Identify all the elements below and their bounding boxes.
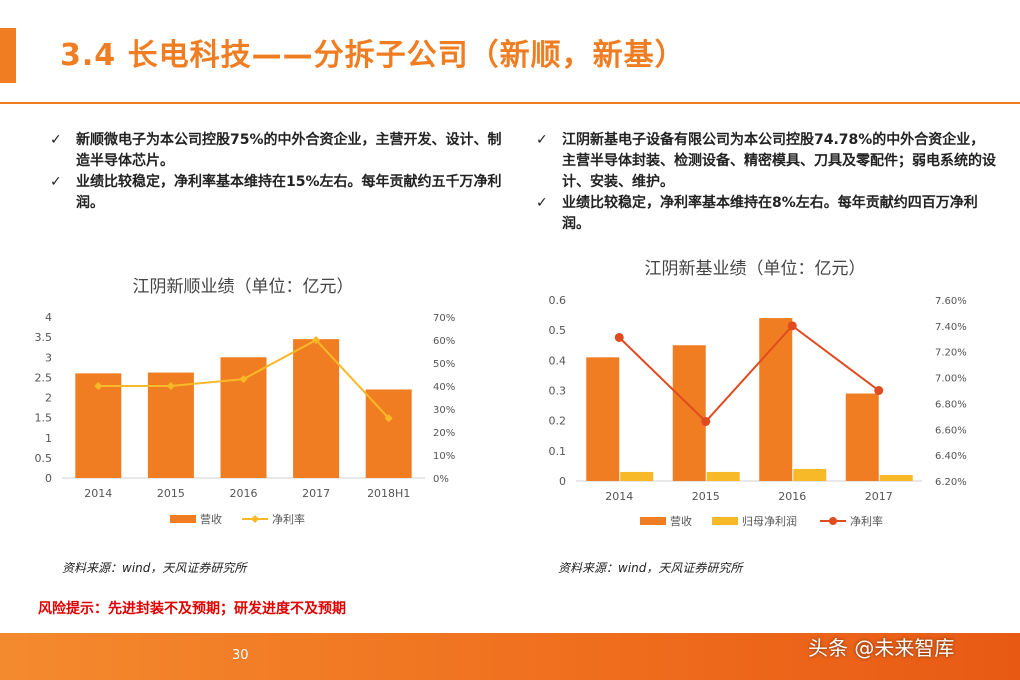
bar-营收 (75, 373, 122, 478)
check-icon: ✓ (536, 195, 548, 211)
x-tick-label: 2016 (230, 487, 258, 500)
right-chart-source: 资料来源：wind，天风证券研究所 (558, 561, 743, 575)
x-tick-label: 2018H1 (367, 487, 410, 500)
legend-label: 归母净利润 (742, 514, 797, 528)
x-tick-label: 2015 (692, 490, 720, 503)
y2-tick-label: 70% (433, 313, 455, 324)
watermark-label: 头条 @未来智库 (808, 636, 955, 660)
legend-swatch (170, 515, 196, 523)
y2-tick-label: 6.40% (935, 451, 967, 462)
point-净利率 (384, 414, 393, 423)
check-icon: ✓ (50, 132, 62, 148)
footer-bar (0, 633, 1020, 680)
check-icon: ✓ (50, 174, 62, 190)
bar-营收 (293, 339, 340, 478)
bar-营收 (672, 345, 706, 481)
y-tick-label: 2 (45, 392, 52, 405)
bullet-text: 业绩比较稳定，净利率基本维持在8%左右。每年贡献约四百万净利润。 (562, 195, 978, 232)
y-tick-label: 0.6 (549, 294, 567, 307)
x-tick-label: 2014 (84, 487, 112, 500)
y2-tick-label: 0% (433, 474, 449, 485)
right-bullet-list: ✓ 江阴新基电子设备有限公司为本公司控股74.78%的中外合资企业，主营半导体封… (536, 130, 996, 235)
legend-label: 营收 (200, 512, 222, 526)
list-item: ✓ 业绩比较稳定，净利率基本维持在8%左右。每年贡献约四百万净利润。 (536, 193, 996, 235)
bullet-text: 江阴新基电子设备有限公司为本公司控股74.78%的中外合资企业，主营半导体封装、… (562, 132, 996, 190)
y2-tick-label: 10% (433, 451, 455, 462)
y2-tick-label: 50% (433, 359, 455, 370)
y2-tick-label: 6.80% (935, 399, 967, 410)
bullet-text: 业绩比较稳定，净利率基本维持在15%左右。每年贡献约五千万净利润。 (76, 174, 502, 211)
y-tick-label: 0.1 (549, 445, 567, 458)
y-tick-label: 0.5 (35, 452, 53, 465)
y2-tick-label: 6.60% (935, 425, 967, 436)
legend-swatch (640, 517, 666, 525)
legend-swatch (712, 517, 738, 525)
point-净利率 (787, 321, 797, 331)
chart-title: 江阴新顺业绩（单位：亿元） (133, 277, 354, 297)
list-item: ✓ 业绩比较稳定，净利率基本维持在15%左右。每年贡献约五千万净利润。 (50, 172, 510, 214)
y-tick-label: 1 (45, 432, 52, 445)
legend-marker (251, 515, 259, 523)
y2-tick-label: 7.60% (935, 296, 967, 307)
legend-label: 净利率 (850, 514, 883, 528)
y-tick-label: 3.5 (35, 331, 53, 344)
line-净利率 (618, 324, 880, 423)
chart-title: 江阴新基业绩（单位：亿元） (645, 259, 866, 279)
page-title: 3.4 长电科技——分拆子公司（新顺，新基） (60, 38, 686, 73)
left-chart-source: 资料来源：wind，天风证券研究所 (62, 561, 247, 575)
point-净利率 (701, 417, 711, 427)
bar-归母净利润 (620, 471, 654, 481)
y2-tick-label: 40% (433, 382, 455, 393)
bar-营收 (586, 357, 620, 481)
bar-归母净利润 (706, 471, 740, 481)
title-accent-bar (0, 28, 16, 83)
bar-归母净利润 (879, 474, 913, 481)
x-tick-label: 2015 (157, 487, 185, 500)
x-tick-label: 2017 (865, 490, 893, 503)
x-tick-label: 2014 (605, 490, 633, 503)
y-tick-label: 1.5 (35, 412, 53, 425)
bar-营收 (365, 389, 412, 478)
x-tick-label: 2016 (778, 490, 806, 503)
y-tick-label: 0.5 (549, 324, 567, 337)
point-净利率 (312, 336, 321, 344)
y-tick-label: 0.4 (549, 354, 567, 367)
list-item: ✓ 新顺微电子为本公司控股75%的中外合资企业，主营开发、设计、制造半导体芯片。 (50, 130, 510, 172)
title-divider (0, 102, 1020, 104)
y-tick-label: 0.2 (549, 415, 567, 428)
y-tick-label: 0 (559, 475, 566, 488)
y2-tick-label: 7.00% (935, 374, 967, 385)
y2-tick-label: 6.20% (935, 477, 967, 488)
bar-营收 (759, 318, 793, 481)
y2-tick-label: 30% (433, 405, 455, 416)
bar-归母净利润 (793, 468, 827, 481)
y2-tick-label: 60% (433, 336, 455, 347)
x-tick-label: 2017 (302, 487, 330, 500)
bar-营收 (845, 393, 879, 481)
y2-tick-label: 20% (433, 428, 455, 439)
legend-label: 净利率 (272, 512, 305, 526)
y2-tick-label: 7.40% (935, 322, 967, 333)
bullet-text: 新顺微电子为本公司控股75%的中外合资企业，主营开发、设计、制造半导体芯片。 (76, 132, 502, 169)
legend-label: 营收 (670, 514, 692, 528)
left-bullet-list: ✓ 新顺微电子为本公司控股75%的中外合资企业，主营开发、设计、制造半导体芯片。… (50, 130, 510, 214)
y-tick-label: 0.3 (549, 385, 567, 398)
y-tick-label: 3 (45, 351, 52, 364)
risk-note: 风险提示：先进封装不及预期；研发进度不及预期 (38, 601, 346, 617)
check-icon: ✓ (536, 132, 548, 148)
y-tick-label: 0 (45, 472, 52, 485)
point-净利率 (239, 375, 248, 384)
point-净利率 (614, 332, 624, 342)
point-净利率 (166, 382, 175, 390)
list-item: ✓ 江阴新基电子设备有限公司为本公司控股74.78%的中外合资企业，主营半导体封… (536, 130, 996, 193)
y-tick-label: 2.5 (35, 371, 53, 384)
y-tick-label: 4 (45, 311, 52, 324)
legend-marker (829, 517, 837, 525)
point-净利率 (94, 382, 103, 390)
bar-营收 (147, 372, 194, 478)
point-净利率 (874, 386, 884, 395)
page-number: 30 (232, 648, 249, 663)
y2-tick-label: 7.20% (935, 348, 967, 359)
